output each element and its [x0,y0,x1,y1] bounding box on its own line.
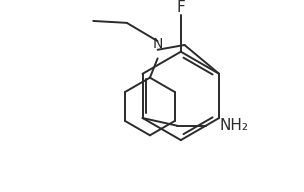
Text: NH₂: NH₂ [219,118,248,133]
Text: N: N [152,37,163,51]
Text: F: F [176,0,185,15]
